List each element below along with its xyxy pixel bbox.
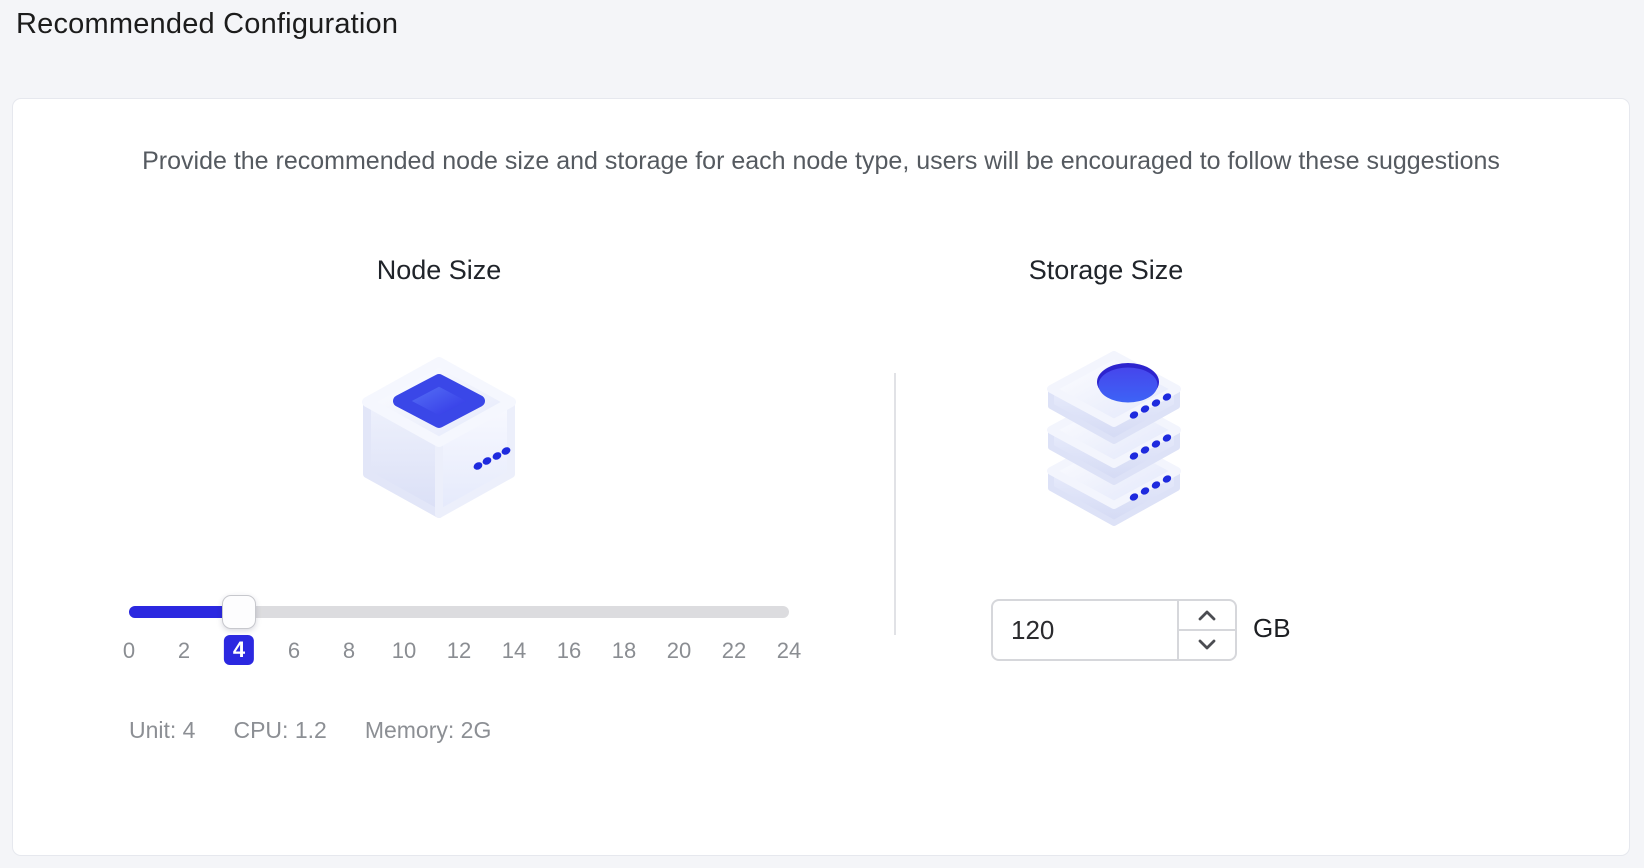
chevron-down-icon [1198,639,1216,650]
storage-size-stepper [1177,601,1235,659]
slider-mark-24[interactable]: 24 [776,638,802,663]
slider-rail[interactable] [129,606,789,618]
slider-mark-10[interactable]: 10 [391,638,417,663]
slider-marks: 0 2 4 6 8 10 12 14 16 18 20 22 24 [123,634,801,670]
storage-unit-label: GB [1253,613,1291,643]
slider-mark-14[interactable]: 14 [501,638,527,663]
node-cube-illustration [362,357,516,518]
storage-size-input[interactable] [993,601,1177,659]
slider-mark-2[interactable]: 2 [177,638,191,663]
slider-mark-4-active[interactable]: 4 [223,635,255,665]
slider-mark-16[interactable]: 16 [556,638,582,663]
cpu-value-label: CPU: 1.2 [233,717,327,743]
slider-mark-6[interactable]: 6 [287,638,301,663]
slider-track-fill [129,606,239,618]
slider-mark-8[interactable]: 8 [342,638,356,663]
slider-mark-20[interactable]: 20 [666,638,692,663]
unit-value-label: Unit: 4 [129,717,196,743]
page-title: Recommended Configuration [16,8,399,40]
card-description: Provide the recommended node size and st… [142,147,1500,175]
decrease-button[interactable] [1179,631,1235,659]
slider-mark-18[interactable]: 18 [611,638,637,663]
column-divider [894,373,896,635]
slider-handle[interactable] [222,595,256,629]
node-size-details: Unit: 4 CPU: 1.2 Memory: 2G [129,717,491,744]
increase-button[interactable] [1179,601,1235,631]
slider-mark-0[interactable]: 0 [122,638,136,663]
node-size-heading: Node Size [376,255,502,285]
storage-size-heading: Storage Size [1028,255,1184,285]
chevron-up-icon [1198,610,1216,621]
memory-value-label: Memory: 2G [364,717,492,743]
recommended-configuration-card: Provide the recommended node size and st… [12,98,1630,856]
slider-mark-12[interactable]: 12 [446,638,472,663]
storage-stack-illustration [1047,351,1181,526]
node-size-slider[interactable]: 0 2 4 6 8 10 12 14 16 18 20 22 24 [123,595,801,676]
slider-mark-22[interactable]: 22 [721,638,747,663]
storage-size-input-group [991,599,1237,661]
